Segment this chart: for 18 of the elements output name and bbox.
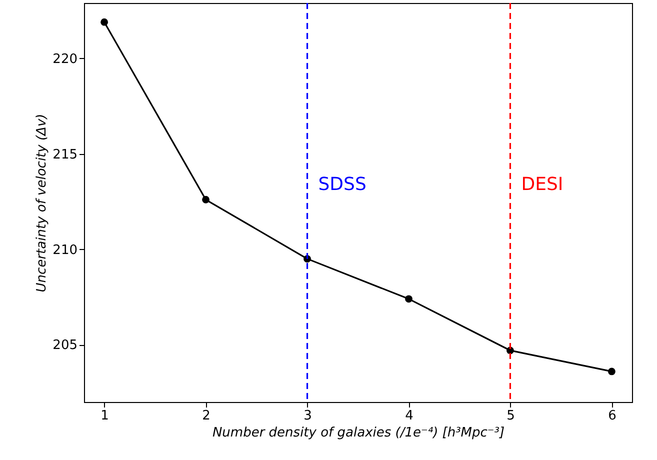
- x-tick-label: 2: [202, 408, 210, 424]
- y-axis-title: Uncertainty of velocity (Δv): [34, 114, 50, 292]
- x-tick-label: 1: [100, 408, 109, 424]
- point: [100, 18, 108, 26]
- y-tick-label: 205: [52, 338, 78, 354]
- y-tick-label: 210: [52, 242, 78, 258]
- point: [608, 368, 616, 376]
- y-tick-label: 220: [52, 52, 78, 67]
- x-tick-label: 5: [506, 408, 515, 424]
- y-tick-label: 215: [52, 147, 78, 162]
- ref-line-label: DESI: [521, 174, 564, 195]
- ref-line-label: SDSS: [318, 174, 366, 195]
- x-tick-label: 3: [304, 408, 312, 424]
- x-tick-label: 4: [405, 408, 414, 424]
- x-tick-label: 6: [608, 408, 616, 424]
- point: [405, 295, 412, 303]
- point: [202, 196, 210, 204]
- x-axis-title: Number density of galaxies (/1e⁻⁴) [h³Mpc⁻³]: [212, 426, 505, 440]
